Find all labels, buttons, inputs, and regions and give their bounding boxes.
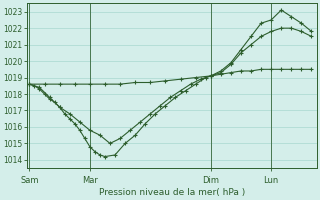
X-axis label: Pression niveau de la mer( hPa ): Pression niveau de la mer( hPa ) (99, 188, 245, 197)
